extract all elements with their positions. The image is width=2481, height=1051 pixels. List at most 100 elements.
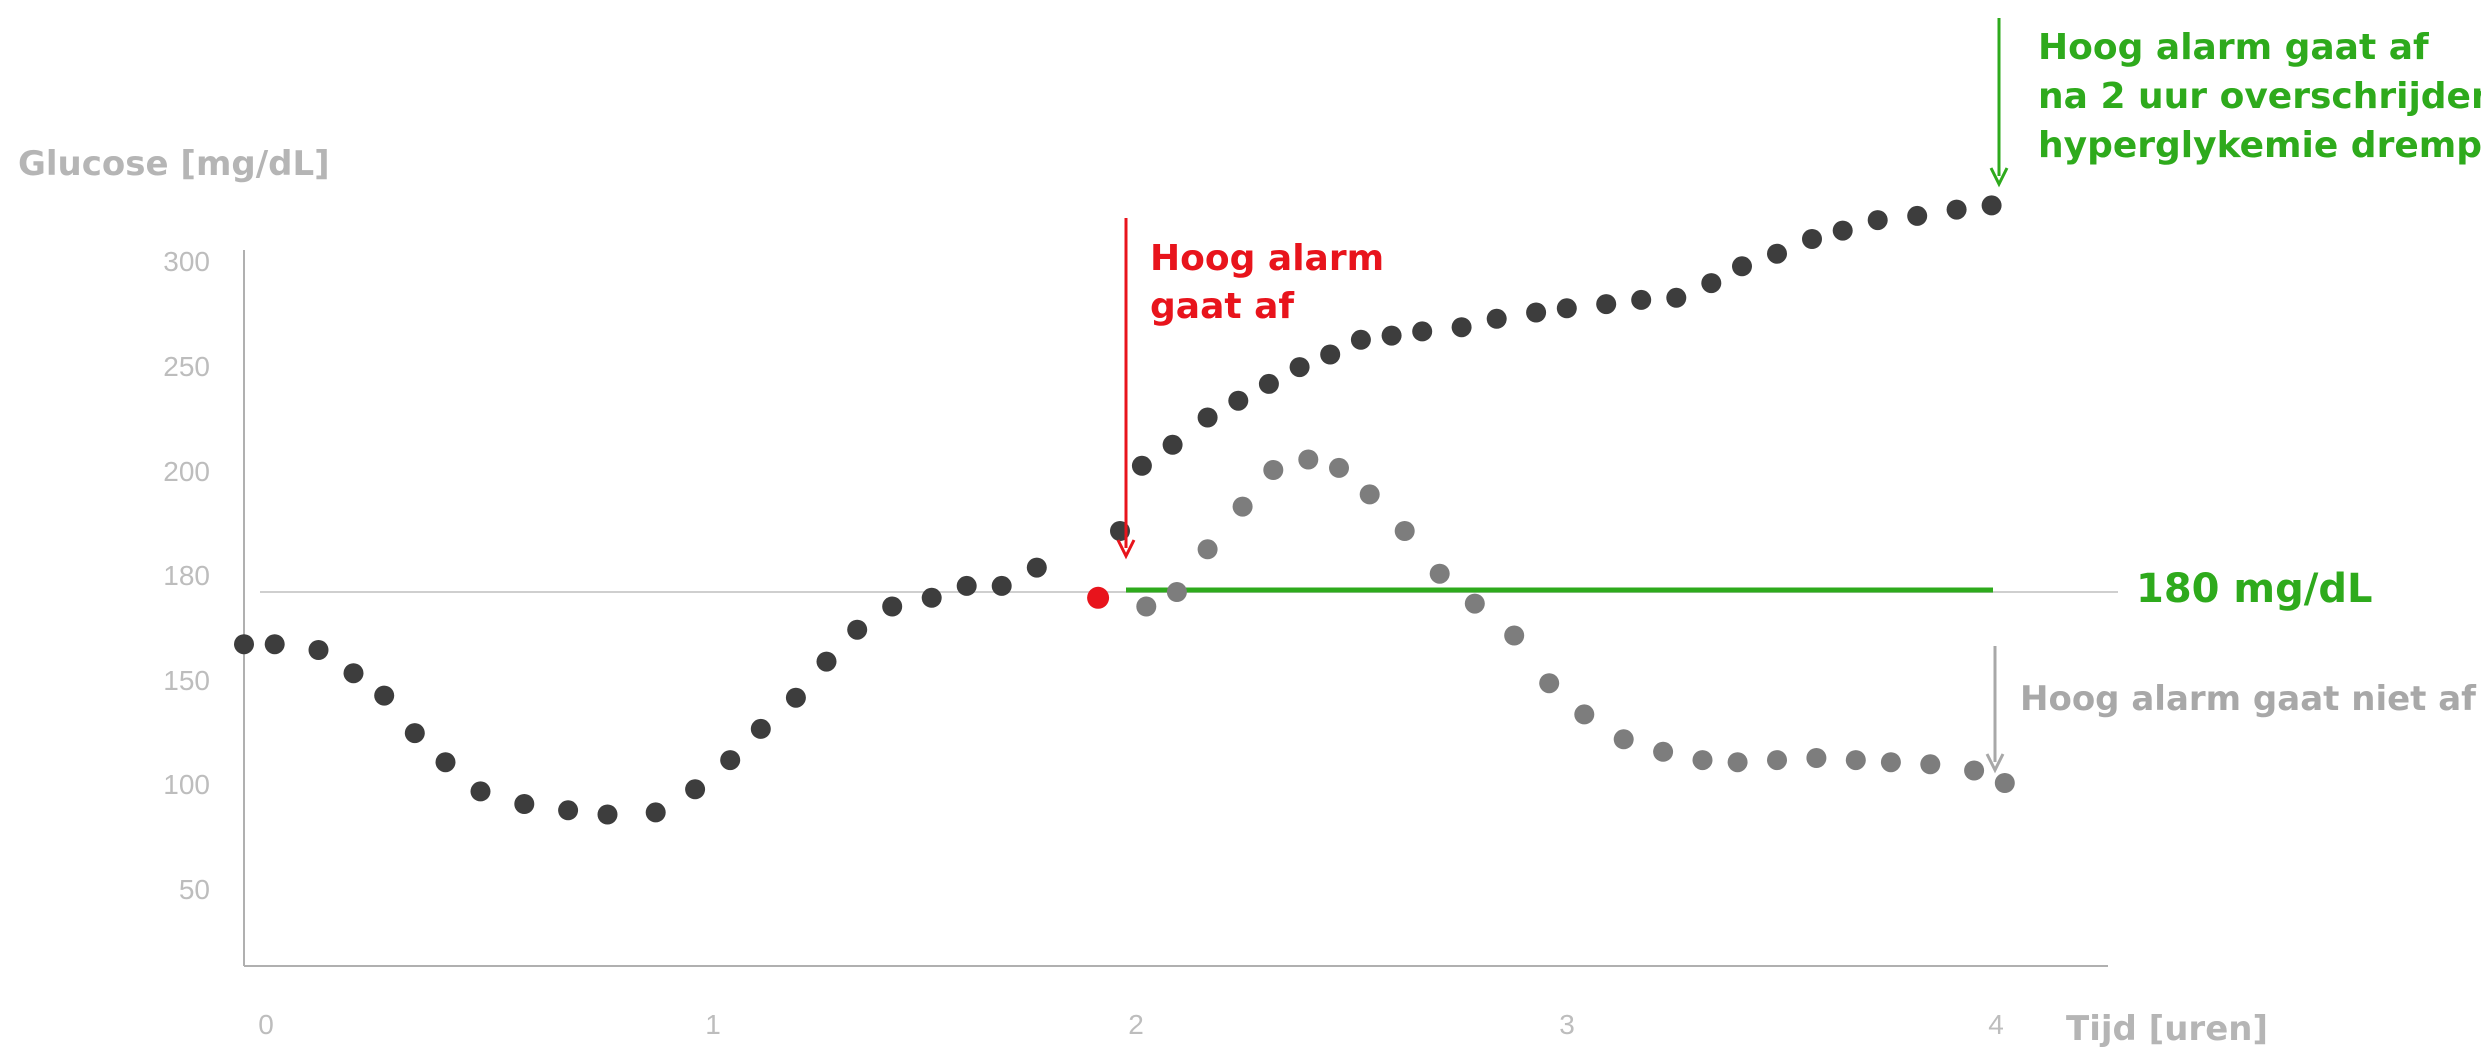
data-point (1320, 344, 1341, 365)
x-tick-labels: 0 1 2 3 4 (258, 1009, 2004, 1040)
data-point (1131, 455, 1152, 476)
data-point (1556, 298, 1577, 319)
series-recovering (1136, 449, 2015, 793)
y-tick-label: 100 (163, 769, 210, 800)
data-point (1946, 199, 1967, 220)
y-axis-title: Glucose [mg/dL] (18, 144, 330, 184)
x-tick-label: 3 (1559, 1009, 1575, 1040)
data-point (1806, 748, 1827, 768)
data-point (921, 587, 942, 608)
data-point (234, 634, 254, 655)
data-point (1845, 750, 1866, 771)
data-point (1504, 625, 1525, 646)
data-point (435, 752, 456, 773)
red-annotation-line1: Hoog alarm (1150, 238, 1384, 279)
data-point (1981, 195, 2002, 216)
data-point (1767, 750, 1787, 771)
y-tick-label: 300 (163, 246, 210, 277)
data-point (685, 779, 706, 800)
data-point (1162, 434, 1183, 455)
data-point (1026, 557, 1047, 578)
y-tick-label: 180 (163, 560, 210, 591)
data-point (1394, 521, 1415, 541)
data-point (1994, 773, 2015, 793)
data-point (343, 663, 364, 684)
data-point (1228, 390, 1249, 411)
green-annotation-line2: na 2 uur overschrijden (2038, 76, 2481, 117)
data-point (1613, 729, 1634, 750)
data-point (558, 800, 579, 821)
y-tick-label: 200 (163, 456, 210, 487)
data-point (1867, 210, 1888, 231)
data-point (374, 685, 395, 706)
data-point (645, 802, 666, 823)
data-point (1666, 287, 1687, 308)
data-point (1832, 220, 1853, 241)
data-point (1964, 760, 1985, 781)
data-point (514, 794, 535, 814)
data-point (991, 575, 1012, 596)
data-point (1596, 294, 1617, 315)
data-point (470, 781, 491, 802)
data-point (1464, 593, 1485, 614)
data-point (1381, 325, 1402, 346)
data-point (1232, 496, 1253, 517)
data-point (1359, 484, 1380, 505)
gray-annotation: Hoog alarm gaat niet af (2020, 679, 2477, 719)
gray-arrow-head (1985, 753, 2005, 774)
data-point (1258, 373, 1279, 394)
green-annotation-line1: Hoog alarm gaat af (2038, 27, 2429, 68)
data-point (1486, 308, 1507, 329)
data-point (1907, 205, 1928, 226)
data-point (308, 640, 329, 660)
data-point (720, 750, 741, 771)
data-point (1412, 321, 1433, 342)
data-point (1526, 302, 1547, 323)
green-annotation-line3: hyperglykemie drempel (2038, 125, 2481, 166)
data-point (1451, 317, 1472, 338)
data-point (1631, 289, 1652, 310)
x-tick-label: 2 (1128, 1009, 1144, 1040)
data-point (750, 718, 771, 739)
y-tick-label: 50 (179, 874, 210, 905)
x-tick-label: 0 (258, 1009, 274, 1040)
data-point (1197, 407, 1218, 428)
data-point (1692, 750, 1713, 771)
data-point (1701, 273, 1722, 294)
data-point (785, 687, 806, 708)
data-point (1727, 752, 1748, 773)
y-tick-labels: 300 250 200 180 150 100 50 (163, 246, 210, 905)
alarm-point (1087, 586, 1110, 609)
data-point (956, 575, 977, 596)
x-tick-label: 1 (705, 1009, 721, 1040)
data-point (404, 723, 425, 744)
data-point (264, 634, 285, 655)
data-point (816, 651, 837, 672)
data-point (1298, 449, 1319, 470)
data-point (1767, 243, 1787, 264)
data-point (1429, 563, 1450, 584)
data-point (1136, 596, 1157, 617)
data-point (1329, 457, 1349, 478)
x-axis-title: Tijd [uren] (2066, 1009, 2268, 1049)
red-annotation-line2: gaat af (1150, 286, 1294, 327)
data-point (1574, 704, 1595, 725)
threshold-label: 180 mg/dL (2136, 566, 2372, 612)
data-point (1920, 754, 1941, 775)
data-point (882, 596, 903, 617)
y-tick-label: 150 (163, 665, 210, 696)
green-arrow-head (1989, 167, 2009, 188)
data-point (1802, 229, 1822, 249)
data-point (847, 619, 868, 640)
data-point (1653, 741, 1674, 762)
y-tick-label: 250 (163, 351, 210, 382)
data-point (1350, 329, 1371, 350)
data-point (1166, 582, 1187, 602)
red-arrow-head (1116, 539, 1136, 560)
data-point (1732, 256, 1752, 277)
data-point (1539, 673, 1560, 694)
data-point (1289, 357, 1310, 378)
data-point (1197, 539, 1218, 560)
data-point (1880, 752, 1901, 773)
